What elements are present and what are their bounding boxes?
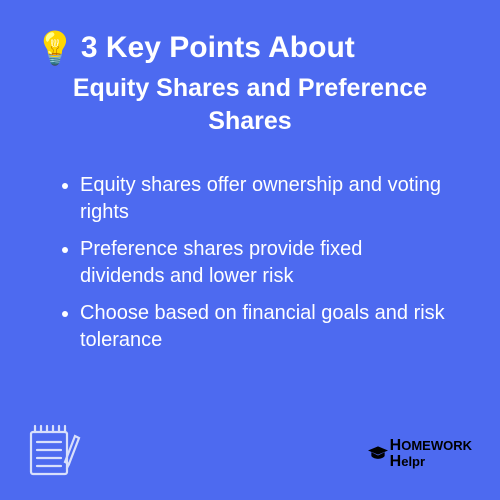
logo-text: HOMEWORK Helpr <box>390 438 472 470</box>
infographic-card: 💡 3 Key Points About Equity Shares and P… <box>0 0 500 500</box>
lightbulb-icon: 💡 <box>35 32 75 64</box>
header-row: 💡 3 Key Points About <box>35 30 465 66</box>
bullet-list: Equity shares offer ownership and voting… <box>35 172 465 354</box>
list-item: Preference shares provide fixed dividend… <box>80 236 445 290</box>
list-item: Equity shares offer ownership and voting… <box>80 172 445 226</box>
subtitle: Equity Shares and Preference Shares <box>35 72 465 137</box>
main-title: 3 Key Points About <box>81 30 355 66</box>
brand-logo: HOMEWORK Helpr <box>368 438 472 470</box>
list-item: Choose based on financial goals and risk… <box>80 300 445 354</box>
graduation-cap-icon <box>368 446 388 463</box>
notepad-icon <box>25 420 85 480</box>
